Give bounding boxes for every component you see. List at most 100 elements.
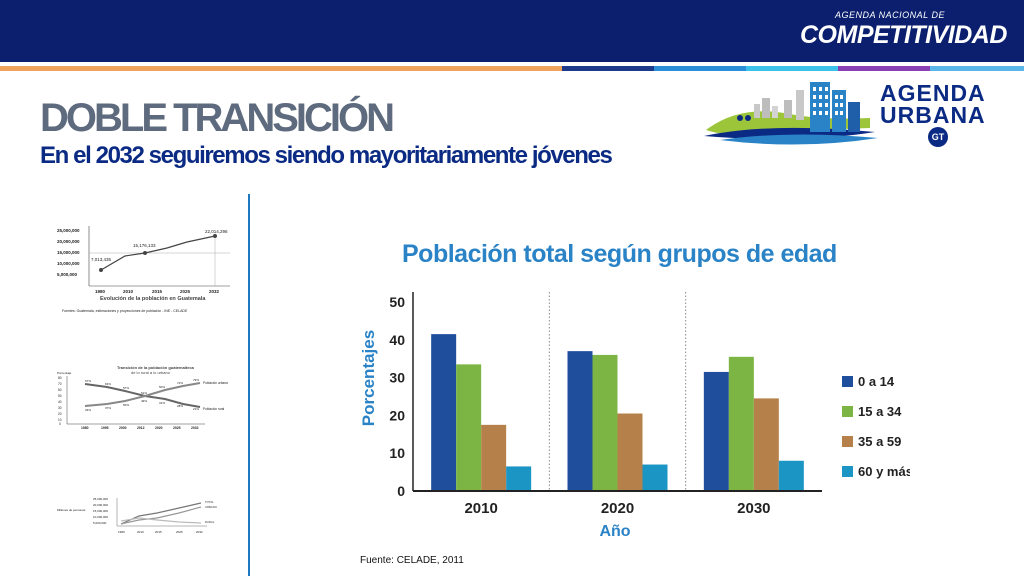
- thumb2-urban-label: 49%: [141, 399, 147, 403]
- thumb2-series-label: Población rural: [203, 407, 225, 411]
- thumb1-source: Fuentes: Guatemala, estimaciones y proye…: [62, 309, 188, 313]
- thumb1-ytick: 5,000,000: [57, 272, 78, 277]
- thumb2-ytick: 10: [58, 418, 62, 422]
- logo-word-urbana: URBANA: [880, 102, 986, 128]
- thumb2-series-label: Población urbana: [203, 381, 228, 385]
- thumb2-ytick: 30: [58, 406, 62, 410]
- thumb3-ylabel: Millones de personas: [57, 508, 86, 512]
- thumb2-xtick: 1980: [81, 426, 89, 430]
- thumb1-xtick: 2015: [152, 289, 163, 294]
- bar-35-a-59-2030: [753, 398, 779, 491]
- y-tick-label: 10: [389, 445, 405, 461]
- y-tick-label: 40: [389, 332, 405, 348]
- thumb3-ytick: 25,000,000: [93, 497, 108, 501]
- agenda-urbana-logo: AGENDA URBANA GT: [700, 78, 1006, 154]
- chart-title: Población total según grupos de edad: [402, 240, 837, 268]
- slide-title: DOBLE TRANSICIÓN: [40, 96, 395, 140]
- thumb2-ytick: 0: [59, 422, 61, 426]
- bar-60-y-más-2010: [506, 466, 532, 491]
- x-axis-label: Año: [599, 523, 630, 540]
- bar-35-a-59-2010: [481, 424, 507, 491]
- legend-label: 0 a 14: [858, 374, 895, 389]
- thumb1-xtick: 1980: [95, 289, 106, 294]
- legend-label: 15 a 34: [858, 404, 902, 419]
- thumb2-xtick: 2032: [191, 426, 199, 430]
- thumb2-ytick: 20: [58, 412, 62, 416]
- stripe-navy: [562, 66, 654, 71]
- stripe-lightblue: [930, 66, 1024, 71]
- vertical-divider: [248, 194, 250, 576]
- bar-0-a-14-2020: [567, 351, 593, 491]
- thumb1-label: 7,013,435: [91, 257, 112, 262]
- thumb1-label: 22,014,296: [205, 229, 228, 234]
- thumb3-ytick: 20,000,000: [93, 503, 108, 507]
- header-band: [0, 0, 1024, 62]
- thumb3-ytick: 5,000,000: [93, 521, 107, 525]
- thumb-total-urban-rural-chart: 25,000,000 20,000,000 15,000,000 10,000,…: [57, 497, 218, 534]
- thumb1-xtick: 2010: [123, 289, 134, 294]
- thumb3-series-label: RURAL: [205, 520, 215, 524]
- stripe-purple: [838, 66, 930, 71]
- bar-15-a-34-2010: [456, 364, 482, 491]
- thumb2-ytick: 70: [58, 382, 62, 386]
- stripe-orange: [0, 66, 562, 71]
- thumb-rural-urban-chart: Transición de la población guatemalteca …: [57, 365, 228, 430]
- legend-label: 35 a 59: [858, 434, 901, 449]
- chart-source: Fuente: CELADE, 2011: [360, 555, 464, 566]
- thumb2-xtick: 2020: [155, 426, 163, 430]
- thumb3-xtick: 2010: [137, 530, 144, 534]
- competitividad-logo: AGENDA NACIONAL DE COMPETITIVIDAD: [800, 10, 1007, 52]
- logo-word-agenda: AGENDA: [880, 80, 986, 106]
- thumb1-ytick: 20,000,000: [57, 239, 80, 244]
- x-tick-label: 2010: [464, 500, 497, 517]
- thumb3-xtick: 2025: [176, 530, 183, 534]
- bar-35-a-59-2020: [617, 413, 643, 491]
- thumb1-xtick: 2025: [180, 289, 191, 294]
- thumb2-rural-label: 50%: [159, 385, 165, 389]
- legend-swatch: [842, 406, 853, 417]
- thumb1-ytick: 15,000,000: [57, 250, 80, 255]
- stripe-blue: [654, 66, 746, 71]
- thumb2-xtick: 1995: [101, 426, 109, 430]
- bar-0-a-14-2030: [703, 371, 729, 491]
- thumb2-title-2: de lo rural a lo urbano: [131, 370, 171, 375]
- bar-60-y-más-2030: [778, 460, 804, 491]
- thumb2-rural-label: 63%: [105, 382, 111, 386]
- thumb2-xtick: 2025: [173, 426, 181, 430]
- thumb-population-chart: 25,000,000 20,000,000 15,000,000 10,000,…: [57, 226, 230, 313]
- thumb2-xtick: 2000: [119, 426, 127, 430]
- y-tick-label: 0: [397, 483, 405, 499]
- thumb2-rural-label: 51%: [141, 391, 147, 395]
- thumb2-urban-label: 31%: [159, 401, 165, 405]
- city-skyline-icon: [704, 82, 878, 145]
- bar-15-a-34-2020: [592, 354, 618, 491]
- thumb1-title: Evolución de la población en Guatemala: [100, 296, 206, 302]
- thumb2-urban-label: 28%: [177, 404, 183, 408]
- y-axis-label: Porcentajes: [359, 330, 378, 426]
- stripe-cyan: [746, 66, 838, 71]
- thumb3-ytick: 10,000,000: [93, 515, 108, 519]
- bar-60-y-más-2020: [642, 464, 668, 491]
- thumb1-ytick: 10,000,000: [57, 261, 80, 266]
- thumb2-urban-label: 37%: [105, 406, 111, 410]
- thumb1-label: 15,176,133: [133, 243, 156, 248]
- y-tick-label: 30: [389, 370, 405, 386]
- bar-15-a-34-2030: [728, 356, 754, 491]
- legend-swatch: [842, 466, 853, 477]
- y-tick-label: 20: [389, 407, 405, 423]
- legend-swatch: [842, 376, 853, 387]
- thumb1-xtick: 2032: [209, 289, 220, 294]
- thumb2-rural-label: 72%: [177, 381, 183, 385]
- y-tick-label: 50: [389, 294, 405, 310]
- thumb2-urban-label: 33%: [85, 408, 91, 412]
- x-tick-label: 2020: [601, 500, 634, 517]
- thumb3-xtick: 2032: [196, 530, 203, 534]
- thumb2-rural-label: 57%: [123, 386, 129, 390]
- logo-badge-gt: GT: [928, 127, 948, 147]
- thumb1-ytick: 25,000,000: [57, 228, 80, 233]
- legend-swatch: [842, 436, 853, 447]
- legend-label: 60 y más: [858, 464, 910, 479]
- thumb2-rural-label: 67%: [85, 379, 91, 383]
- thumb2-urban-label: 50%: [123, 403, 129, 407]
